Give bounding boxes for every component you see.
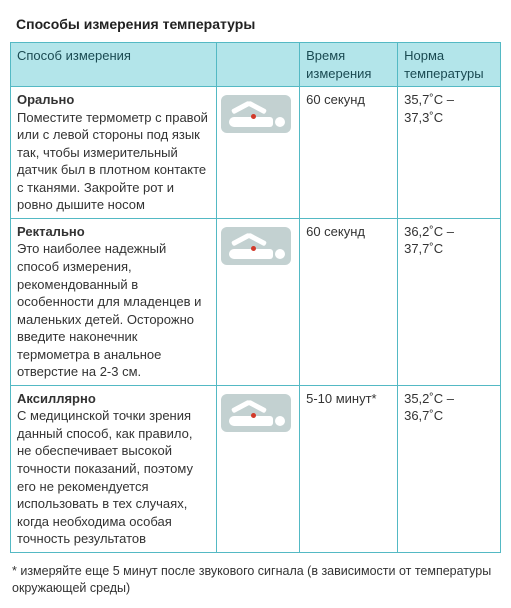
col-header-norm: Норма температуры [398,43,501,87]
norm-cell: 36,2˚С – 37,7˚С [398,218,501,385]
lying-person-icon [221,95,291,133]
method-name: Аксиллярно [17,391,96,406]
method-desc: Поместите термометр с правой или с левой… [17,110,208,213]
time-cell: 60 секунд [300,87,398,219]
table-row: Аксиллярно С медицинской точки зрения да… [11,385,501,552]
page-title: Способы измерения температуры [16,16,501,32]
method-name: Орально [17,92,74,107]
table-row: Орально Поместите термометр с правой или… [11,87,501,219]
method-cell: Орально Поместите термометр с правой или… [11,87,217,219]
table-row: Ректально Это наиболее надежный способ и… [11,218,501,385]
time-cell: 5-10 минут* [300,385,398,552]
method-desc: С медицинской точки зрения данный способ… [17,408,193,546]
icon-cell [216,87,299,219]
method-desc: Это наиболее надежный способ измерения, … [17,241,201,379]
time-cell: 60 секунд [300,218,398,385]
footnote: * измеряйте еще 5 минут после звукового … [12,563,499,597]
col-header-time: Время измерения [300,43,398,87]
col-header-icon [216,43,299,87]
lying-person-icon [221,227,291,265]
method-cell: Аксиллярно С медицинской точки зрения да… [11,385,217,552]
method-cell: Ректально Это наиболее надежный способ и… [11,218,217,385]
method-name: Ректально [17,224,85,239]
methods-table: Способ измерения Время измерения Норма т… [10,42,501,553]
icon-cell [216,385,299,552]
table-header-row: Способ измерения Время измерения Норма т… [11,43,501,87]
norm-cell: 35,2˚С – 36,7˚С [398,385,501,552]
norm-cell: 35,7˚С – 37,3˚С [398,87,501,219]
icon-cell [216,218,299,385]
col-header-method: Способ измерения [11,43,217,87]
lying-person-icon [221,394,291,432]
